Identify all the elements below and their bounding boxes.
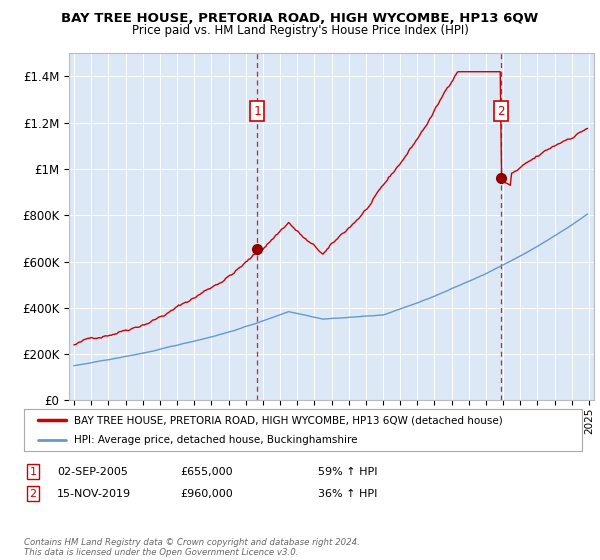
Text: 1: 1	[29, 466, 37, 477]
Text: 2: 2	[29, 489, 37, 499]
Text: 59% ↑ HPI: 59% ↑ HPI	[318, 466, 377, 477]
Text: BAY TREE HOUSE, PRETORIA ROAD, HIGH WYCOMBE, HP13 6QW (detached house): BAY TREE HOUSE, PRETORIA ROAD, HIGH WYCO…	[74, 415, 503, 425]
Text: Contains HM Land Registry data © Crown copyright and database right 2024.
This d: Contains HM Land Registry data © Crown c…	[24, 538, 360, 557]
Text: HPI: Average price, detached house, Buckinghamshire: HPI: Average price, detached house, Buck…	[74, 435, 358, 445]
Text: £960,000: £960,000	[180, 489, 233, 499]
Text: 1: 1	[253, 105, 261, 118]
Text: 15-NOV-2019: 15-NOV-2019	[57, 489, 131, 499]
Text: BAY TREE HOUSE, PRETORIA ROAD, HIGH WYCOMBE, HP13 6QW: BAY TREE HOUSE, PRETORIA ROAD, HIGH WYCO…	[61, 12, 539, 25]
Text: 02-SEP-2005: 02-SEP-2005	[57, 466, 128, 477]
Text: 36% ↑ HPI: 36% ↑ HPI	[318, 489, 377, 499]
Text: 2: 2	[497, 105, 505, 118]
Text: Price paid vs. HM Land Registry's House Price Index (HPI): Price paid vs. HM Land Registry's House …	[131, 24, 469, 36]
Text: £655,000: £655,000	[180, 466, 233, 477]
